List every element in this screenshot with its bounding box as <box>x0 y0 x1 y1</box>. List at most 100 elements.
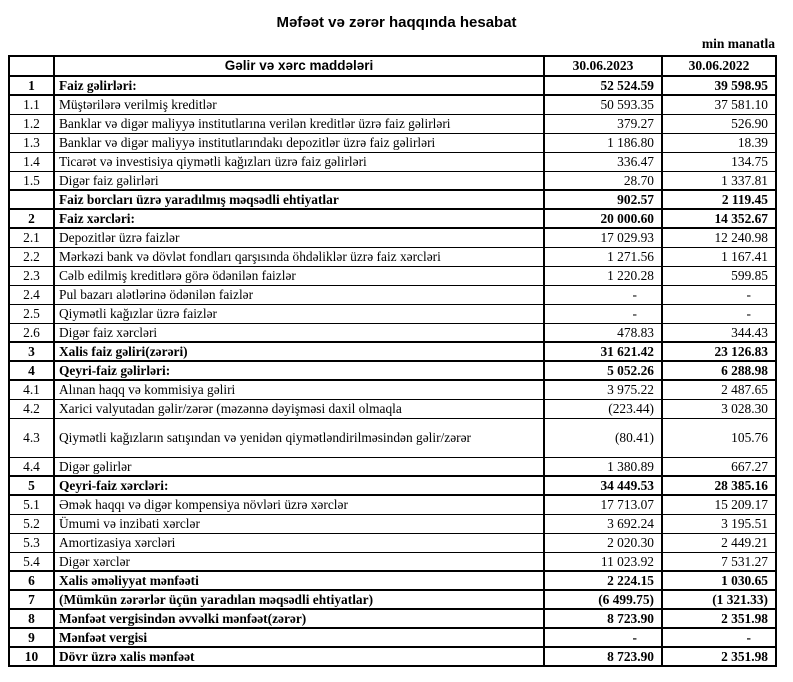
row-number-cell: 4.1 <box>8 379 55 400</box>
row-number-cell: 9 <box>8 627 55 648</box>
row-number-cell: 2.3 <box>8 265 55 286</box>
value-2023-cell: 31 621.42 <box>543 341 663 362</box>
table-row: 8 Mənfəət vergisindən əvvəlki mənfəət(zə… <box>8 608 777 629</box>
value-2022-cell: 3 028.30 <box>661 398 777 419</box>
item-label-cell: Qiymətli kağızlar üzrə faizlər <box>53 303 545 324</box>
value-2022-cell: 7 531.27 <box>661 551 777 572</box>
item-label-cell: Digər xərclər <box>53 551 545 572</box>
value-2023-cell: 3 975.22 <box>543 379 663 400</box>
table-row: 5.4 Digər xərclər 11 023.92 7 531.27 <box>8 551 777 572</box>
table-row: 10 Dövr üzrə xalis mənfəət 8 723.90 2 35… <box>8 646 777 667</box>
item-label-cell: Qeyri-faiz gəlirləri: <box>53 360 545 381</box>
page-title: Məfəət və zərər haqqında hesabat <box>276 14 517 31</box>
item-label-cell: Ümumi və inzibati xərclər <box>53 513 545 534</box>
unit-note: min manatla <box>701 36 775 51</box>
item-label-cell: Digər faiz gəlirləri <box>53 170 545 191</box>
value-2023-cell: 11 023.92 <box>543 551 663 572</box>
row-number-cell: 5.3 <box>8 532 55 553</box>
table-row: 1.2 Banklar və digər maliyyə institutlar… <box>8 113 777 134</box>
header-items-label: Gəlir və xərc maddələri <box>53 55 545 77</box>
row-number-cell: 7 <box>8 589 55 610</box>
value-2023-cell: 2 020.30 <box>543 532 663 553</box>
table-row: 4.4 Digər gəlirlər 1 380.89 667.27 <box>8 456 777 477</box>
value-2022-cell: 1 337.81 <box>661 170 777 191</box>
item-label-cell: Faiz gəlirləri: <box>53 75 545 96</box>
item-label-cell: Xalis əməliyyat mənfəəti <box>53 570 545 591</box>
value-2022-cell: 526.90 <box>661 113 777 134</box>
value-2023-cell: 8 723.90 <box>543 608 663 629</box>
value-2022-cell: (1 321.33) <box>661 589 777 610</box>
item-label-cell: Digər faiz xərcləri <box>53 322 545 343</box>
table-row: 2.6 Digər faiz xərcləri 478.83 344.43 <box>8 322 777 343</box>
value-2022-cell: 18.39 <box>661 132 777 153</box>
row-number-cell <box>8 189 55 210</box>
table-row: 5 Qeyri-faiz xərcləri: 34 449.53 28 385.… <box>8 475 777 496</box>
item-label-cell: Digər gəlirlər <box>53 456 545 477</box>
item-label-cell: Faiz borcları üzrə yaradılmış məqsədli e… <box>53 189 545 210</box>
item-label-cell: Cəlb edilmiş kreditlərə görə ödənilən fa… <box>53 265 545 286</box>
row-number-cell: 2.5 <box>8 303 55 324</box>
value-2023-cell: 478.83 <box>543 322 663 343</box>
value-2022-cell: - <box>661 303 777 324</box>
row-number-cell: 2.4 <box>8 284 55 305</box>
row-number-cell: 2.2 <box>8 246 55 267</box>
header-empty-cell <box>8 55 55 77</box>
table-row: 2.4 Pul bazarı alətlərinə ödənilən faizl… <box>8 284 777 305</box>
value-2022-cell: 134.75 <box>661 151 777 172</box>
item-label-cell: (Mümkün zərərlər üçün yaradılan məqsədli… <box>53 589 545 610</box>
report-table: Gəlir və xərc maddələri 30.06.2023 30.06… <box>8 55 777 667</box>
table-row: 2 Faiz xərcləri: 20 000.60 14 352.67 <box>8 208 777 229</box>
table-row: 4.3 Qiymətli kağızların satışından və ye… <box>8 417 777 458</box>
item-label-cell: Xalis faiz gəliri(zərəri) <box>53 341 545 362</box>
table-row: 3 Xalis faiz gəliri(zərəri) 31 621.42 23… <box>8 341 777 362</box>
table-row: 1.5 Digər faiz gəlirləri 28.70 1 337.81 <box>8 170 777 191</box>
item-label-cell: Müştərilərə verilmiş kreditlər <box>53 94 545 115</box>
value-2023-cell: 1 380.89 <box>543 456 663 477</box>
value-2022-cell: 599.85 <box>661 265 777 286</box>
value-2023-cell: 902.57 <box>543 189 663 210</box>
value-2023-cell: 8 723.90 <box>543 646 663 667</box>
row-number-cell: 6 <box>8 570 55 591</box>
value-2022-cell: 12 240.98 <box>661 227 777 248</box>
value-2023-cell: 1 186.80 <box>543 132 663 153</box>
table-row: 5.2 Ümumi və inzibati xərclər 3 692.24 3… <box>8 513 777 534</box>
item-label-cell: Mənfəət vergisindən əvvəlki mənfəət(zərə… <box>53 608 545 629</box>
value-2023-cell: 2 224.15 <box>543 570 663 591</box>
value-2022-cell: 2 449.21 <box>661 532 777 553</box>
value-2022-cell: - <box>661 284 777 305</box>
item-label-cell: Depozitlər üzrə faizlər <box>53 227 545 248</box>
value-2022-cell: 14 352.67 <box>661 208 777 229</box>
value-2023-cell: (6 499.75) <box>543 589 663 610</box>
value-2023-cell: - <box>543 303 663 324</box>
value-2023-cell: - <box>543 627 663 648</box>
value-2023-cell: 17 713.07 <box>543 494 663 515</box>
table-row: 4.2 Xarici valyutadan gəlir/zərər (məzən… <box>8 398 777 419</box>
table-row: 5.1 Əmək haqqı və digər kompensiya növlə… <box>8 494 777 515</box>
item-label-cell: Banklar və digər maliyyə institutlarına … <box>53 113 545 134</box>
value-2022-cell: 1 167.41 <box>661 246 777 267</box>
row-number-cell: 2.6 <box>8 322 55 343</box>
item-label-cell: Ticarət və investisiya qiymətli kağızlar… <box>53 151 545 172</box>
table-row: 2.2 Mərkəzi bank və dövlət fondları qarş… <box>8 246 777 267</box>
row-number-cell: 1.5 <box>8 170 55 191</box>
item-label-cell: Qiymətli kağızların satışından və yenidə… <box>53 417 545 458</box>
row-number-cell: 1.4 <box>8 151 55 172</box>
value-2023-cell: 20 000.60 <box>543 208 663 229</box>
item-label-cell: Pul bazarı alətlərinə ödənilən faizlər <box>53 284 545 305</box>
value-2023-cell: 3 692.24 <box>543 513 663 534</box>
item-label-cell: Dövr üzrə xalis mənfəət <box>53 646 545 667</box>
value-2023-cell: 50 593.35 <box>543 94 663 115</box>
value-2023-cell: 28.70 <box>543 170 663 191</box>
item-label-cell: Mərkəzi bank və dövlət fondları qarşısın… <box>53 246 545 267</box>
table-row: 4 Qeyri-faiz gəlirləri: 5 052.26 6 288.9… <box>8 360 777 381</box>
value-2023-cell: 336.47 <box>543 151 663 172</box>
value-2022-cell: 39 598.95 <box>661 75 777 96</box>
value-2022-cell: 2 351.98 <box>661 608 777 629</box>
value-2023-cell: 5 052.26 <box>543 360 663 381</box>
value-2022-cell: 2 119.45 <box>661 189 777 210</box>
row-number-cell: 1.2 <box>8 113 55 134</box>
row-number-cell: 8 <box>8 608 55 629</box>
table-row: 2.3 Cəlb edilmiş kreditlərə görə ödənilə… <box>8 265 777 286</box>
value-2023-cell: (223.44) <box>543 398 663 419</box>
table-row: 7 (Mümkün zərərlər üçün yaradılan məqsəd… <box>8 589 777 610</box>
